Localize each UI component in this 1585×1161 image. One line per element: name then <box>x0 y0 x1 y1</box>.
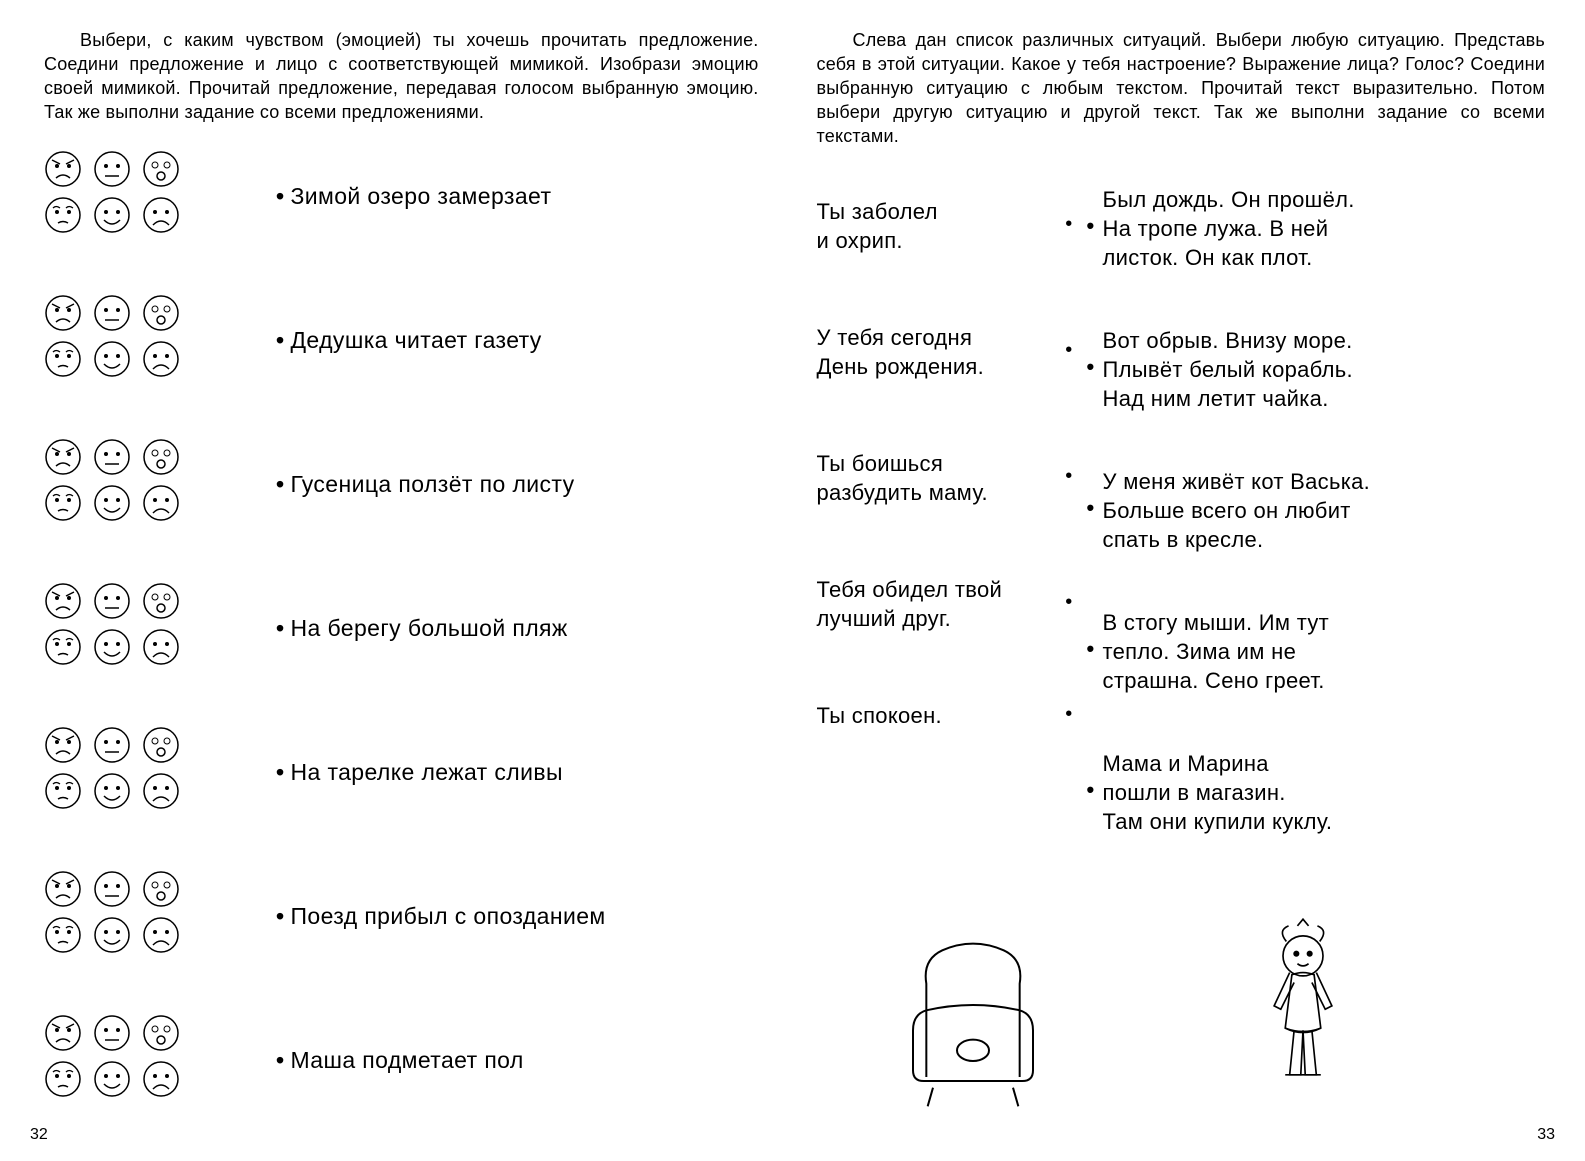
face-happy-icon <box>93 916 131 954</box>
face-happy-icon <box>93 1060 131 1098</box>
sentence: •На берегу большой пляж <box>276 613 568 643</box>
exercise-row: •Дедушка читает газету <box>44 294 759 386</box>
face-grid <box>44 150 234 242</box>
face-happy-icon <box>93 772 131 810</box>
story-text: Был дождь. Он прошёл.На тропе лужа. В не… <box>1103 185 1355 272</box>
face-grid <box>44 1014 234 1106</box>
face-grid <box>44 438 234 530</box>
face-angry-icon <box>44 150 82 188</box>
face-grid <box>44 726 234 818</box>
face-worried-icon <box>44 628 82 666</box>
face-sad-icon <box>142 916 180 954</box>
face-angry-icon <box>44 294 82 332</box>
situation: Ты спокоен. <box>817 701 1067 730</box>
situation: У тебя сегодняДень рождения. <box>817 323 1067 381</box>
doll-icon <box>1223 917 1383 1117</box>
sentence-text: Маша подметает пол <box>290 1047 523 1073</box>
columns: Ты заболели охрип. У тебя сегодняДень рож… <box>817 175 1546 836</box>
face-surprised-icon <box>142 438 180 476</box>
sentence: •Дедушка читает газету <box>276 325 542 355</box>
exercise-row: •На берегу большой пляж <box>44 582 759 674</box>
face-surprised-icon <box>142 582 180 620</box>
story: •У меня живёт кот Васька.Больше всего он… <box>1087 467 1546 554</box>
page-number-left: 32 <box>30 1124 48 1145</box>
face-angry-icon <box>44 438 82 476</box>
face-sad-icon <box>142 340 180 378</box>
story-text: Вот обрыв. Внизу море.Плывёт белый кораб… <box>1103 326 1353 413</box>
face-neutral-icon <box>93 150 131 188</box>
situation: Ты боишьсяразбудить маму. <box>817 449 1067 507</box>
page-number-right: 33 <box>1537 1124 1555 1145</box>
exercise-rows: •Зимой озеро замерзает •Дедушка читает га… <box>44 150 759 1106</box>
face-neutral-icon <box>93 726 131 764</box>
story-text: У меня живёт кот Васька.Больше всего он … <box>1103 467 1371 554</box>
face-angry-icon <box>44 1014 82 1052</box>
sentence: •На тарелке лежат сливы <box>276 757 563 787</box>
exercise-row: •На тарелке лежат сливы <box>44 726 759 818</box>
face-worried-icon <box>44 484 82 522</box>
face-sad-icon <box>142 1060 180 1098</box>
stories-column: •Был дождь. Он прошёл.На тропе лужа. В н… <box>1087 175 1546 836</box>
sentence: •Зимой озеро замерзает <box>276 181 551 211</box>
sentence-text: На тарелке лежат сливы <box>290 759 562 785</box>
situation: Ты заболели охрип. <box>817 197 1067 255</box>
face-neutral-icon <box>93 294 131 332</box>
exercise-row: •Поезд прибыл с опозданием <box>44 870 759 962</box>
exercise-row: •Гусеница ползёт по листу <box>44 438 759 530</box>
story: •Вот обрыв. Внизу море.Плывёт белый кора… <box>1087 326 1546 413</box>
face-happy-icon <box>93 628 131 666</box>
face-sad-icon <box>142 772 180 810</box>
face-neutral-icon <box>93 1014 131 1052</box>
armchair-icon <box>893 917 1053 1117</box>
sentence-text: Поезд прибыл с опозданием <box>290 903 605 929</box>
face-happy-icon <box>93 196 131 234</box>
story: •Мама и Маринапошли в магазин.Там они ку… <box>1087 749 1546 836</box>
illustrations <box>893 917 1383 1117</box>
sentence: •Гусеница ползёт по листу <box>276 469 575 499</box>
face-neutral-icon <box>93 582 131 620</box>
face-worried-icon <box>44 772 82 810</box>
face-surprised-icon <box>142 294 180 332</box>
page-right: Слева дан список различных ситуаций. Выб… <box>793 0 1585 1161</box>
story: •В стогу мыши. Им туттепло. Зима им нест… <box>1087 608 1546 695</box>
face-happy-icon <box>93 340 131 378</box>
right-intro: Слева дан список различных ситуаций. Выб… <box>817 28 1546 149</box>
exercise-row: •Зимой озеро замерзает <box>44 150 759 242</box>
face-grid <box>44 582 234 674</box>
left-intro: Выбери, с каким чувством (эмоцией) ты хо… <box>44 28 759 124</box>
face-neutral-icon <box>93 438 131 476</box>
sentence: •Маша подметает пол <box>276 1045 524 1075</box>
sentence-text: Зимой озеро замерзает <box>290 183 551 209</box>
face-grid <box>44 870 234 962</box>
sentence-text: Гусеница ползёт по листу <box>290 471 574 497</box>
face-surprised-icon <box>142 870 180 908</box>
face-sad-icon <box>142 196 180 234</box>
story-text: В стогу мыши. Им туттепло. Зима им нестр… <box>1103 608 1330 695</box>
face-worried-icon <box>44 916 82 954</box>
situation: Тебя обидел твойлучший друг. <box>817 575 1067 633</box>
situations-column: Ты заболели охрип. У тебя сегодняДень рож… <box>817 175 1067 836</box>
face-neutral-icon <box>93 870 131 908</box>
face-surprised-icon <box>142 1014 180 1052</box>
face-angry-icon <box>44 726 82 764</box>
face-grid <box>44 294 234 386</box>
face-surprised-icon <box>142 726 180 764</box>
page-left: Выбери, с каким чувством (эмоцией) ты хо… <box>0 0 793 1161</box>
face-worried-icon <box>44 1060 82 1098</box>
face-sad-icon <box>142 628 180 666</box>
sentence: •Поезд прибыл с опозданием <box>276 901 606 931</box>
face-surprised-icon <box>142 150 180 188</box>
sentence-text: На берегу большой пляж <box>290 615 567 641</box>
face-happy-icon <box>93 484 131 522</box>
face-angry-icon <box>44 582 82 620</box>
exercise-row: •Маша подметает пол <box>44 1014 759 1106</box>
face-worried-icon <box>44 340 82 378</box>
story-text: Мама и Маринапошли в магазин.Там они куп… <box>1103 749 1333 836</box>
sentence-text: Дедушка читает газету <box>290 327 541 353</box>
face-angry-icon <box>44 870 82 908</box>
face-sad-icon <box>142 484 180 522</box>
story: •Был дождь. Он прошёл.На тропе лужа. В н… <box>1087 185 1546 272</box>
face-worried-icon <box>44 196 82 234</box>
